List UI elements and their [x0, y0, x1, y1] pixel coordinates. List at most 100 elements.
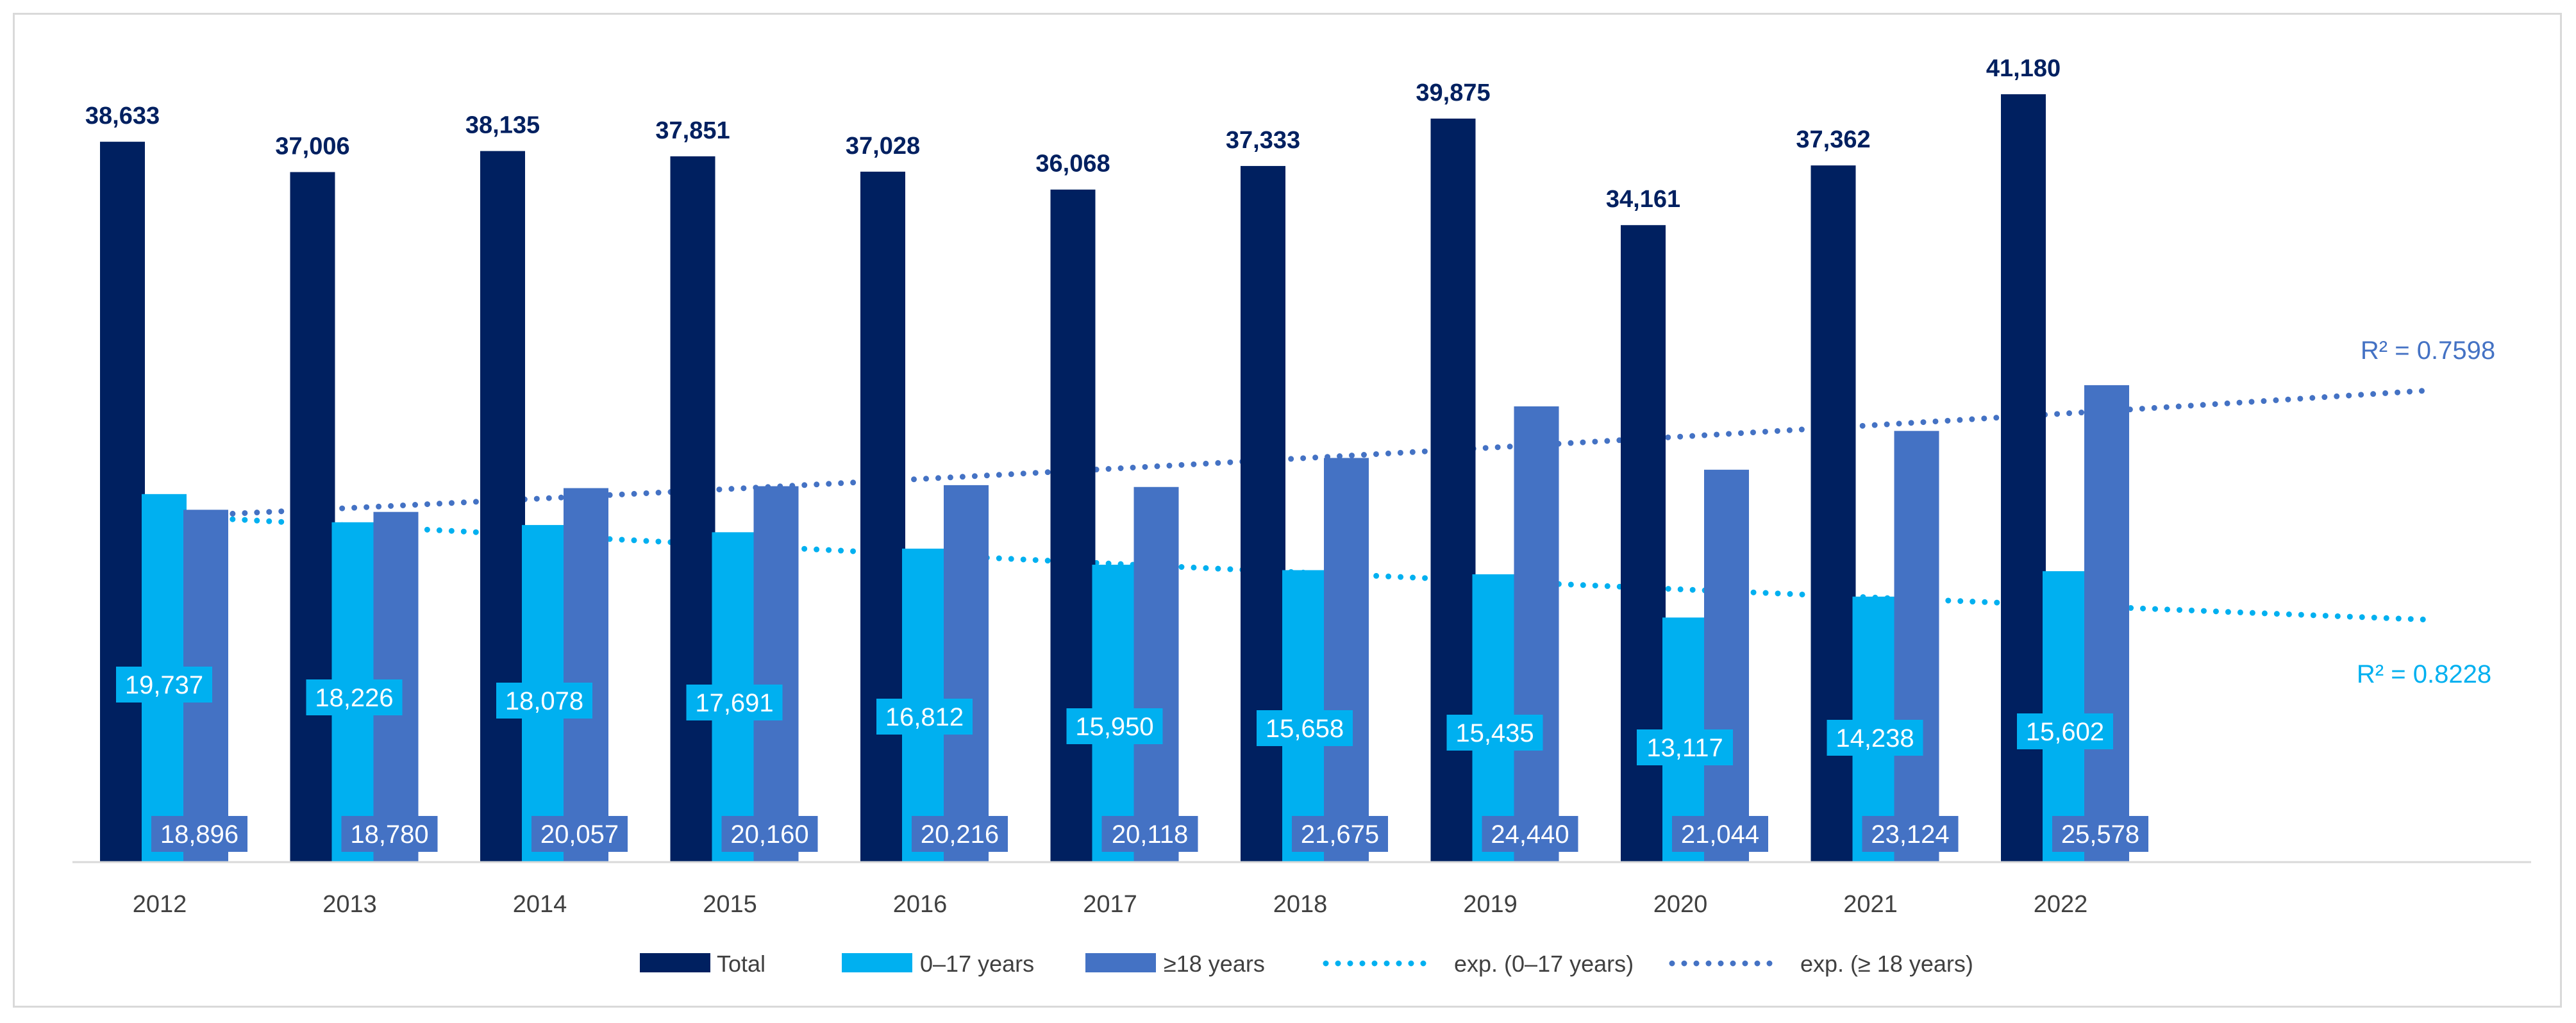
- bar-total-2013: [290, 172, 335, 863]
- data-labels-layer: 38,633 19,737 18,896 37,006 18,226 18,780 38,1…: [85, 55, 2148, 852]
- chart-frame: 38,633 19,737 18,896 37,006 18,226 18,780 38,1…: [13, 13, 2562, 1008]
- x-tick-label-2014: 2014: [513, 891, 567, 918]
- bars-layer: [100, 94, 2129, 863]
- data-label-children-2013: 18,226: [315, 684, 393, 712]
- x-tick-label-2018: 2018: [1273, 891, 1328, 918]
- legend-swatch-1: [842, 953, 912, 972]
- data-label-box-children-2017: [1066, 708, 1163, 744]
- data-label-adults-2019: 24,440: [1491, 820, 1569, 849]
- data-label-box-children-2021: [1827, 720, 1923, 756]
- legend-swatch-2: [1085, 953, 1156, 972]
- data-label-box-adults-2012: [151, 816, 247, 852]
- data-label-children-2015: 17,691: [695, 689, 773, 717]
- bar--18-years-2021: [1894, 431, 1939, 862]
- bar-total-2017: [1050, 189, 1096, 863]
- data-label-total-2020: 34,161: [1606, 186, 1680, 213]
- data-label-box-adults-2022: [2052, 816, 2148, 852]
- trendline-adults: [156, 387, 2432, 520]
- data-label-adults-2022: 25,578: [2061, 820, 2139, 849]
- data-label-total-2013: 37,006: [275, 133, 349, 160]
- bar--18-years-2017: [1133, 487, 1179, 862]
- data-label-adults-2013: 18,780: [350, 820, 428, 849]
- data-label-box-adults-2015: [721, 816, 818, 852]
- data-label-children-2021: 14,238: [1836, 724, 1914, 753]
- legend-swatch-0: [640, 953, 710, 972]
- x-tick-label-2020: 2020: [1653, 891, 1708, 918]
- data-label-total-2019: 39,875: [1416, 79, 1490, 106]
- data-label-children-2014: 18,078: [505, 687, 583, 715]
- bar-total-2016: [860, 171, 905, 863]
- data-label-box-children-2020: [1637, 729, 1733, 765]
- bar--18-years-2018: [1324, 458, 1369, 862]
- bar-total-2021: [1811, 165, 1856, 862]
- data-label-total-2015: 37,851: [655, 117, 730, 144]
- bar-total-2014: [480, 151, 525, 863]
- data-label-box-children-2013: [306, 679, 403, 715]
- x-tick-labels: 2012 2013 2014 2015 2016 2017 2018 2019 2020 2021…: [133, 891, 2088, 918]
- bar-total-2012: [100, 142, 145, 863]
- data-label-adults-2017: 20,118: [1112, 820, 1188, 849]
- data-label-children-2017: 15,950: [1075, 713, 1153, 741]
- data-label-box-adults-2017: [1101, 816, 1198, 852]
- data-label-total-2014: 38,135: [465, 112, 540, 139]
- x-tick-label-2022: 2022: [2034, 891, 2088, 918]
- legend: Total 0–17 years ≥18 years exp. (0–17 years…: [640, 951, 1973, 977]
- x-tick-label-2019: 2019: [1463, 891, 1518, 918]
- x-tick-label-2015: 2015: [703, 891, 757, 918]
- data-label-box-children-2019: [1446, 715, 1543, 751]
- bar--18-years-2020: [1704, 469, 1749, 862]
- r-squared-label-adults: R² = 0.7598: [2361, 337, 2495, 365]
- legend-label-2: ≥18 years: [1164, 951, 1265, 977]
- x-tick-label-2017: 2017: [1083, 891, 1137, 918]
- data-label-box-adults-2019: [1482, 816, 1578, 852]
- x-tick-label-2012: 2012: [133, 891, 187, 918]
- data-label-children-2016: 16,812: [885, 703, 964, 731]
- data-label-total-2018: 37,333: [1226, 127, 1300, 154]
- bar-total-2015: [670, 156, 715, 862]
- x-tick-label-2013: 2013: [322, 891, 377, 918]
- data-label-adults-2015: 20,160: [730, 820, 808, 849]
- data-label-total-2017: 36,068: [1035, 151, 1110, 178]
- data-label-box-children-2014: [496, 683, 592, 719]
- data-label-box-adults-2021: [1862, 816, 1959, 852]
- data-label-adults-2018: 21,675: [1301, 820, 1379, 849]
- bar--18-years-2016: [944, 485, 989, 862]
- data-label-children-2018: 15,658: [1266, 715, 1344, 743]
- data-label-box-children-2012: [116, 667, 212, 703]
- data-label-box-adults-2013: [341, 816, 438, 852]
- data-label-box-adults-2018: [1292, 816, 1388, 852]
- bar--18-years-2015: [753, 486, 799, 862]
- data-label-adults-2016: 20,216: [921, 820, 999, 849]
- legend-label-4: exp. (≥ 18 years): [1800, 951, 1973, 977]
- data-label-box-children-2016: [876, 699, 973, 735]
- data-label-box-children-2022: [2017, 713, 2113, 749]
- data-label-box-adults-2020: [1672, 816, 1768, 852]
- data-label-total-2016: 37,028: [846, 133, 920, 160]
- data-label-adults-2020: 21,044: [1681, 820, 1759, 849]
- bar--18-years-2014: [564, 488, 608, 862]
- data-label-box-adults-2014: [531, 816, 628, 852]
- x-tick-label-2021: 2021: [1843, 891, 1898, 918]
- bar--18-years-2022: [2084, 385, 2129, 862]
- bar--18-years-2019: [1514, 406, 1559, 862]
- data-label-total-2012: 38,633: [85, 103, 160, 129]
- r-squared-labels: R² = 0.7598 R² = 0.8228: [2357, 337, 2495, 688]
- x-tick-label-2016: 2016: [893, 891, 948, 918]
- bar-total-2018: [1241, 165, 1285, 862]
- data-label-total-2022: 41,180: [1986, 55, 2061, 82]
- data-label-adults-2021: 23,124: [1871, 820, 1949, 849]
- bar-total-2020: [1621, 225, 1666, 862]
- data-label-children-2019: 15,435: [1455, 719, 1534, 747]
- data-label-adults-2014: 20,057: [540, 820, 619, 849]
- data-label-total-2021: 37,362: [1796, 126, 1870, 153]
- data-label-children-2020: 13,117: [1646, 734, 1723, 762]
- legend-label-3: exp. (0–17 years): [1454, 951, 1634, 977]
- data-label-box-children-2018: [1257, 710, 1353, 746]
- data-label-box-children-2015: [686, 685, 783, 720]
- data-label-children-2022: 15,602: [2026, 718, 2104, 746]
- data-label-box-adults-2016: [912, 816, 1008, 852]
- legend-label-1: 0–17 years: [920, 951, 1034, 977]
- r-squared-label-children: R² = 0.8228: [2357, 660, 2491, 688]
- bar-chart: 38,633 19,737 18,896 37,006 18,226 18,780 38,1…: [72, 55, 2531, 977]
- legend-label-0: Total: [717, 951, 765, 977]
